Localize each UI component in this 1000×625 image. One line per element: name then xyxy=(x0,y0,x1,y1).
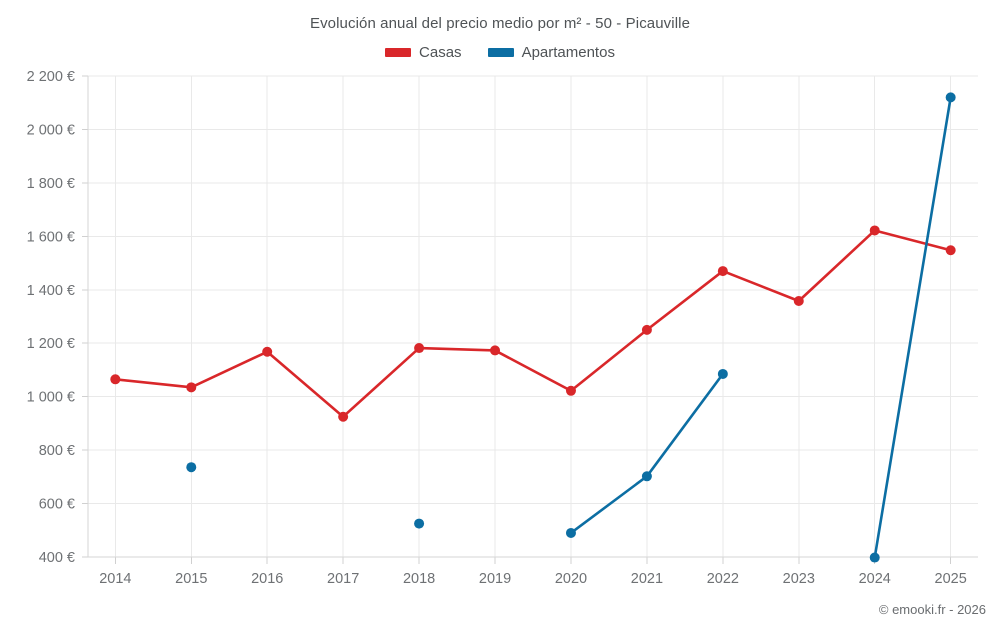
y-axis-labels: 400 € 600 € 800 € 1 000 € 1 200 € 1 400 € 1 60… xyxy=(27,69,75,566)
data-point-casas-2023[interactable] xyxy=(793,296,804,307)
y-axis-tick-label: 1 600 € xyxy=(27,229,75,245)
x-axis-tick-label: 2023 xyxy=(783,571,815,587)
x-axis-tick-label: 2018 xyxy=(403,571,435,587)
data-point-casas-2016[interactable] xyxy=(262,346,273,357)
x-axis-labels: 2014 2015 2016 2017 2018 2019 2020 2021 2022 2023… xyxy=(99,571,967,587)
data-point-apartamentos-2015[interactable] xyxy=(186,462,197,473)
series-layer xyxy=(110,92,956,563)
data-point-casas-2018[interactable] xyxy=(414,343,425,354)
y-axis-tick-label: 1 000 € xyxy=(27,390,75,406)
legend-item-casas[interactable]: Casas xyxy=(385,44,462,61)
series-line-apartamentos xyxy=(873,96,952,559)
data-point-apartamentos-2025[interactable] xyxy=(945,92,956,103)
legend-swatch-apartamentos xyxy=(487,48,514,57)
x-axis-tick-label: 2022 xyxy=(707,571,739,587)
data-point-casas-2019[interactable] xyxy=(490,345,501,356)
x-axis-tick-label: 2025 xyxy=(935,571,967,587)
x-axis-tick-label: 2024 xyxy=(859,571,891,587)
y-axis-tick-label: 1 400 € xyxy=(27,283,75,299)
y-axis-tick-label: 2 000 € xyxy=(27,122,75,138)
legend-swatch-casas xyxy=(385,48,412,57)
y-axis-tick-label: 800 € xyxy=(39,443,75,459)
data-point-casas-2024[interactable] xyxy=(869,225,880,236)
legend-label-casas: Casas xyxy=(419,44,462,61)
chart-title: Evolución anual del precio medio por m² … xyxy=(309,15,691,32)
data-point-apartamentos-2024[interactable] xyxy=(869,552,880,563)
data-point-apartamentos-2018[interactable] xyxy=(414,518,425,529)
y-axis-tick-label: 400 € xyxy=(39,550,75,566)
data-point-casas-2020[interactable] xyxy=(565,385,576,396)
x-axis-tick-label: 2014 xyxy=(99,571,131,587)
data-point-casas-2015[interactable] xyxy=(186,382,197,393)
y-axis-tick-label: 2 200 € xyxy=(27,69,75,85)
chart-legend: Casas Apartamentos xyxy=(0,44,1000,61)
data-point-casas-2025[interactable] xyxy=(945,245,956,256)
x-axis-tick-label: 2017 xyxy=(327,571,359,587)
data-point-casas-2022[interactable] xyxy=(717,266,728,277)
y-axis-tick-label: 1 800 € xyxy=(27,176,75,192)
data-point-casas-2017[interactable] xyxy=(338,411,349,422)
data-point-casas-2014[interactable] xyxy=(110,374,121,385)
y-axis-tick-label: 1 200 € xyxy=(27,336,75,352)
data-point-apartamentos-2021[interactable] xyxy=(641,471,652,482)
footer-copyright: © emooki.fr - 2026 xyxy=(878,602,986,617)
x-axis-tick-label: 2016 xyxy=(251,571,283,587)
x-axis-tick-label: 2021 xyxy=(631,571,663,587)
data-point-casas-2021[interactable] xyxy=(641,324,652,335)
legend-label-apartamentos: Apartamentos xyxy=(521,44,615,61)
x-axis-tick-label: 2015 xyxy=(175,571,207,587)
legend-item-apartamentos[interactable]: Apartamentos xyxy=(487,44,615,61)
x-axis-tick-label: 2020 xyxy=(555,571,587,587)
y-axis-tick-label: 600 € xyxy=(39,497,75,513)
data-point-apartamentos-2020[interactable] xyxy=(565,527,576,538)
data-point-apartamentos-2022[interactable] xyxy=(717,368,728,379)
x-axis-tick-label: 2019 xyxy=(479,571,511,587)
series-line-casas xyxy=(114,229,952,419)
grid-layer xyxy=(82,75,978,564)
